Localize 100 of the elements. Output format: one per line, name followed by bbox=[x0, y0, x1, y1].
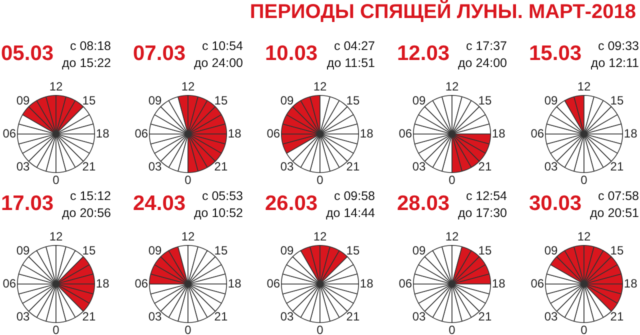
text: 15 bbox=[346, 243, 360, 258]
text: 15 bbox=[214, 243, 228, 258]
text: 03 bbox=[280, 159, 294, 174]
text: до 24:00 bbox=[194, 55, 243, 72]
text: 15 bbox=[610, 243, 624, 258]
text: 18 bbox=[492, 276, 506, 290]
text: 06 bbox=[530, 126, 544, 140]
text: 03 bbox=[412, 309, 426, 324]
text: до 11:51 bbox=[326, 55, 375, 72]
text: 12 bbox=[445, 80, 459, 94]
chart-subtitle: 07.03 bbox=[133, 42, 186, 66]
text: 09 bbox=[280, 243, 294, 258]
text: 21 bbox=[214, 159, 228, 174]
text: 0 bbox=[184, 172, 192, 187]
text: 12 bbox=[577, 80, 591, 94]
text: 15 bbox=[478, 243, 492, 258]
text: 0 bbox=[448, 172, 456, 187]
text: 0 bbox=[448, 322, 456, 335]
text: 03 bbox=[16, 309, 30, 324]
text: с 04:27 bbox=[332, 38, 375, 55]
text: 06 bbox=[530, 276, 544, 290]
text: 12 bbox=[313, 80, 327, 94]
text: с 17:37 bbox=[464, 38, 507, 55]
text: 06 bbox=[134, 276, 148, 290]
chart-subtitle: 12.03 bbox=[397, 42, 450, 66]
text: 15 bbox=[82, 243, 96, 258]
text: 09 bbox=[148, 93, 162, 108]
text: 03 bbox=[16, 159, 30, 174]
text: 06 bbox=[2, 276, 16, 290]
text: 21 bbox=[346, 309, 360, 324]
text: до 12:11 bbox=[590, 55, 639, 72]
text: с 12:54 bbox=[464, 188, 507, 205]
text: 06 bbox=[266, 276, 280, 290]
text: 09 bbox=[544, 93, 558, 108]
text: 12 bbox=[49, 230, 63, 244]
text: 09 bbox=[16, 243, 30, 258]
text: с 10:54 bbox=[200, 38, 243, 55]
text: с 15:12 bbox=[68, 188, 111, 205]
chart-subtitle: 28.03 bbox=[397, 192, 450, 216]
text: 15 bbox=[346, 93, 360, 108]
text: 21 bbox=[346, 159, 360, 174]
chart-subtitle: 17.03 bbox=[1, 192, 54, 216]
text: 06 bbox=[398, 276, 412, 290]
text: 09 bbox=[16, 93, 30, 108]
text: 12 bbox=[313, 230, 327, 244]
chart-subtitle: 30.03 bbox=[529, 192, 582, 216]
text: 03 bbox=[544, 309, 558, 324]
text: 09 bbox=[544, 243, 558, 258]
text: 21 bbox=[610, 309, 624, 324]
text: 12 bbox=[49, 80, 63, 94]
text: 03 bbox=[412, 159, 426, 174]
text: 03 bbox=[280, 309, 294, 324]
text: 15 bbox=[610, 93, 624, 108]
text: 18 bbox=[360, 276, 374, 290]
text: до 15:22 bbox=[62, 55, 111, 72]
text: с 09:58 bbox=[332, 188, 375, 205]
text: 18 bbox=[228, 276, 242, 290]
text: 15 bbox=[478, 93, 492, 108]
text: 18 bbox=[360, 126, 374, 140]
text: 21 bbox=[478, 309, 492, 324]
text: 12 bbox=[445, 230, 459, 244]
text: 12 bbox=[577, 230, 591, 244]
chart-subtitle: 26.03 bbox=[265, 192, 318, 216]
text: 0 bbox=[580, 172, 588, 187]
text: 18 bbox=[492, 126, 506, 140]
text: 06 bbox=[398, 126, 412, 140]
text: 0 bbox=[580, 322, 588, 335]
text: с 07:58 bbox=[596, 188, 639, 205]
text: 21 bbox=[610, 159, 624, 174]
chart-subtitle: 05.03 bbox=[1, 42, 54, 66]
text: 0 bbox=[52, 322, 60, 335]
text: 18 bbox=[624, 126, 638, 140]
chart-title: ПЕРИОДЫ СПЯЩЕЙ ЛУНЫ. МАРТ-2018 bbox=[250, 1, 636, 24]
text: 03 bbox=[544, 159, 558, 174]
text: до 17:30 bbox=[458, 205, 507, 222]
text: 12 bbox=[181, 80, 195, 94]
text: 18 bbox=[96, 126, 110, 140]
text: 21 bbox=[82, 309, 96, 324]
text: 03 bbox=[148, 309, 162, 324]
text: 21 bbox=[82, 159, 96, 174]
text: 15 bbox=[82, 93, 96, 108]
text: 0 bbox=[316, 322, 324, 335]
text: 21 bbox=[478, 159, 492, 174]
text: 12 bbox=[181, 230, 195, 244]
text: с 09:33 bbox=[596, 38, 639, 55]
text: 09 bbox=[280, 93, 294, 108]
chart-subtitle: 10.03 bbox=[265, 42, 318, 66]
text: 21 bbox=[214, 309, 228, 324]
text: 18 bbox=[624, 276, 638, 290]
text: 0 bbox=[52, 172, 60, 187]
text: 06 bbox=[266, 126, 280, 140]
text: 18 bbox=[228, 126, 242, 140]
text: 0 bbox=[316, 172, 324, 187]
text: 09 bbox=[412, 93, 426, 108]
text: 09 bbox=[148, 243, 162, 258]
text: до 20:56 bbox=[62, 205, 111, 222]
text: 0 bbox=[184, 322, 192, 335]
chart-subtitle: 24.03 bbox=[133, 192, 186, 216]
text: с 05:53 bbox=[200, 188, 243, 205]
chart-subtitle: 15.03 bbox=[529, 42, 582, 66]
